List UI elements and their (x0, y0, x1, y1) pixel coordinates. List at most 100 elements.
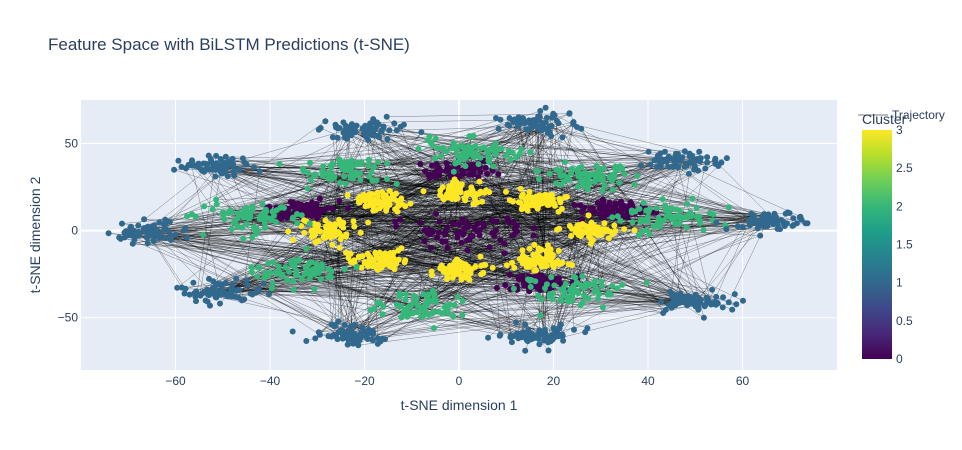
cluster-point (684, 200, 691, 207)
trajectory-segment (333, 176, 718, 304)
cluster-point (201, 203, 208, 210)
cluster-point (239, 155, 246, 162)
cluster-point (513, 222, 520, 229)
cluster-point (612, 165, 619, 172)
cluster-point (538, 296, 545, 303)
cluster-point (485, 334, 492, 341)
cluster-point (284, 277, 291, 284)
cluster-point (261, 274, 268, 281)
cluster-point (261, 212, 268, 219)
y-axis-title: t-SNE dimension 2 (27, 176, 43, 293)
cluster-point (368, 336, 375, 343)
cluster-point (709, 286, 716, 293)
cluster-point (551, 282, 558, 289)
trajectory-segment (458, 216, 754, 266)
trajectory-segment (453, 316, 533, 335)
cluster-point (581, 292, 588, 299)
cluster-point (542, 104, 549, 111)
cluster-point (400, 121, 407, 128)
trajectory-segment (646, 214, 769, 231)
cluster-point (322, 217, 329, 224)
cluster-point (449, 219, 456, 226)
cluster-point (265, 260, 272, 267)
trajectory-segment (514, 119, 592, 231)
cluster-point (553, 166, 560, 173)
cluster-point (156, 234, 163, 241)
trajectory-segment (583, 209, 623, 289)
cluster-point (600, 197, 607, 204)
trajectory-segment (417, 184, 463, 306)
cluster-point (599, 304, 606, 311)
cluster-point (328, 230, 335, 237)
trajectory-segment (352, 165, 405, 312)
cluster-point (348, 121, 355, 128)
trajectory-segment (228, 160, 353, 297)
cluster-point (528, 201, 535, 208)
trajectory-segment (554, 227, 758, 338)
trajectory-segment (426, 175, 601, 304)
trajectory-segment (234, 168, 547, 259)
trajectory-segment (259, 168, 466, 291)
trajectory-segment (358, 194, 523, 257)
cluster-point (466, 236, 473, 243)
cluster-point (342, 180, 349, 187)
trajectory-segment (247, 284, 679, 303)
cluster-point (506, 271, 513, 278)
cluster-point (493, 218, 500, 225)
cluster-point (574, 183, 581, 190)
cluster-point (556, 325, 563, 332)
cluster-point (514, 116, 521, 123)
legend[interactable]: Trajectory (858, 108, 945, 122)
cluster-point (362, 203, 369, 210)
cluster-point (634, 173, 641, 179)
trajectory-segment (263, 129, 367, 213)
trajectory-segment (486, 123, 574, 175)
cluster-point (376, 205, 383, 212)
cluster-point (270, 259, 277, 266)
cluster-point (687, 209, 694, 216)
cluster-point (610, 174, 617, 181)
cluster-point (558, 181, 565, 188)
cluster-point (497, 237, 504, 244)
cluster-point (418, 129, 425, 136)
cluster-point (503, 152, 510, 159)
trajectory-segment (580, 128, 696, 307)
cluster-point (535, 176, 542, 183)
cluster-point (395, 203, 402, 210)
cluster-point (579, 299, 586, 306)
trajectory-segment (429, 177, 484, 227)
cluster-point (160, 227, 167, 234)
cluster-point (454, 143, 460, 150)
cluster-point (417, 219, 424, 226)
cluster-point (543, 199, 550, 206)
cluster-point (477, 154, 484, 161)
cluster-point (366, 197, 373, 204)
cluster-point (450, 168, 457, 175)
cluster-point (631, 181, 638, 188)
cluster-point (314, 223, 321, 230)
cluster-point (236, 166, 243, 173)
trajectory-segment (224, 147, 466, 163)
cluster-point (579, 176, 585, 183)
cluster-point (555, 208, 562, 215)
trajectory-segment (668, 156, 693, 306)
x-axis-title: t-SNE dimension 1 (401, 397, 518, 413)
cluster-point (534, 117, 541, 124)
cluster-point (449, 180, 456, 187)
cluster-point (533, 198, 539, 205)
trajectory-segment (215, 129, 543, 177)
cluster-point (294, 220, 301, 227)
cluster-point (669, 291, 675, 298)
cluster-point (230, 219, 237, 226)
cluster-point (391, 120, 398, 127)
cluster-point (524, 195, 531, 202)
trajectory-segment (315, 174, 460, 272)
x-tick-label: 40 (641, 374, 655, 388)
trajectory-segment (138, 235, 373, 335)
cluster-point (484, 148, 490, 155)
cluster-point (559, 331, 566, 338)
cluster-point (209, 206, 216, 213)
cluster-point (771, 210, 778, 217)
trajectory-segment (326, 211, 559, 232)
cluster-point (443, 160, 450, 167)
